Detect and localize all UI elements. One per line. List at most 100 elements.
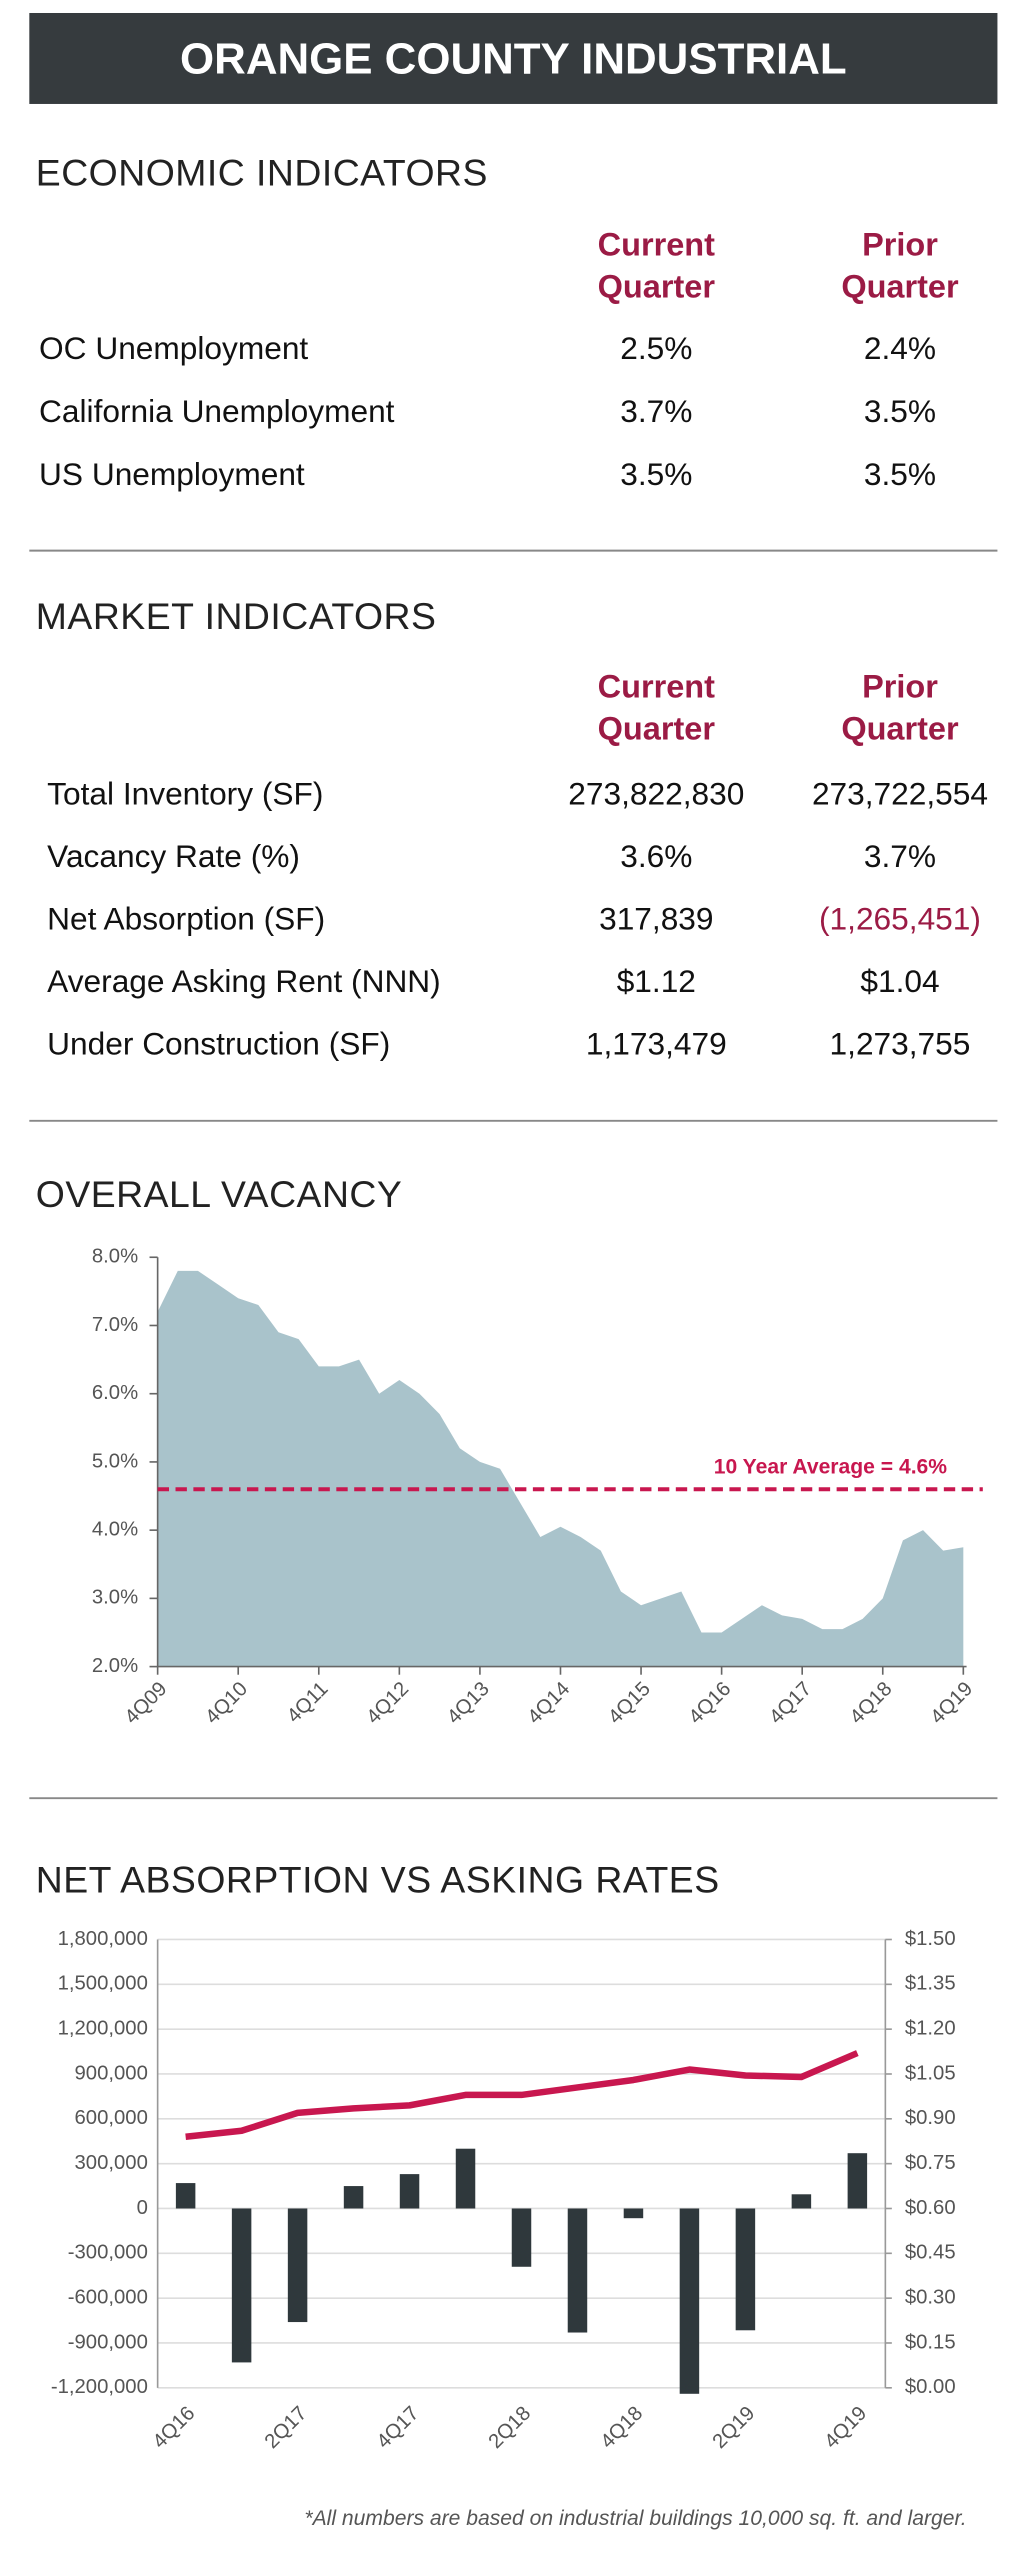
- bar: [287, 2208, 308, 2323]
- cell-value: 273,822,830: [568, 775, 744, 811]
- y-tick-label: 300,000: [75, 2152, 148, 2174]
- cell-value: 3.5%: [620, 456, 692, 492]
- x-tick-label: 4Q16: [149, 2402, 200, 2453]
- cell-value: 3.6%: [620, 838, 692, 874]
- y-tick-label: -300,000: [68, 2242, 148, 2264]
- bar: [511, 2208, 532, 2267]
- x-tick-label: 2Q19: [709, 2402, 760, 2453]
- cell-value: 3.5%: [864, 456, 936, 492]
- y-tick-label: 1,200,000: [58, 2018, 148, 2040]
- cell-value: 2.4%: [864, 330, 936, 366]
- y2-tick-label: $1.35: [905, 1973, 956, 1995]
- x-tick-label: 4Q15: [604, 1678, 655, 1729]
- cell-value: $1.04: [860, 963, 939, 999]
- row-label: Under Construction (SF): [47, 1025, 390, 1061]
- x-tick-label: 4Q17: [765, 1678, 816, 1729]
- cell-value: (1,265,451): [819, 900, 981, 936]
- cell-value: 1,273,755: [830, 1025, 971, 1061]
- y-tick-label: 1,500,000: [58, 1973, 148, 1995]
- y2-tick-label: $1.05: [905, 2062, 956, 2084]
- y-tick-label: 900,000: [75, 2062, 148, 2084]
- vacancy-area: [157, 1270, 964, 1667]
- cell-value: 3.7%: [620, 393, 692, 429]
- x-tick-label: 4Q11: [283, 1678, 333, 1728]
- cell-value: 1,173,479: [586, 1025, 727, 1061]
- bar: [847, 2153, 868, 2209]
- row-label: Net Absorption (SF): [47, 900, 325, 936]
- y2-tick-label: $0.75: [905, 2152, 956, 2174]
- y-tick-label: 0: [137, 2197, 148, 2219]
- x-tick-label: 4Q18: [846, 1678, 897, 1729]
- x-tick-label: 4Q17: [373, 2402, 424, 2453]
- footnote: *All numbers are based on industrial bui…: [304, 2507, 966, 2530]
- y-tick-label: 600,000: [75, 2107, 148, 2129]
- bar: [231, 2208, 252, 2363]
- y2-tick-label: $0.15: [905, 2331, 956, 2353]
- y2-tick-label: $0.30: [905, 2287, 956, 2309]
- x-tick-label: 4Q19: [926, 1678, 977, 1729]
- y2-tick-label: $1.20: [905, 2018, 956, 2040]
- y2-tick-label: $0.00: [905, 2376, 956, 2398]
- y-tick-label: 7.0%: [92, 1314, 138, 1336]
- bar: [399, 2174, 420, 2209]
- y-tick-label: 2.0%: [92, 1655, 138, 1677]
- x-tick-label: 4Q19: [821, 2402, 872, 2453]
- bar: [623, 2208, 644, 2219]
- cell-value: 273,722,554: [812, 775, 988, 811]
- bar: [567, 2208, 588, 2333]
- bar: [679, 2208, 700, 2394]
- section-title: MARKET INDICATORS: [36, 595, 437, 637]
- row-label: Average Asking Rent (NNN): [47, 963, 441, 999]
- x-tick-label: 4Q18: [597, 2402, 648, 2453]
- section-title: ECONOMIC INDICATORS: [36, 151, 488, 193]
- x-tick-label: 4Q12: [362, 1678, 413, 1729]
- row-label: OC Unemployment: [39, 330, 308, 366]
- cell-value: $1.12: [617, 963, 696, 999]
- rate-line: [185, 2050, 859, 2140]
- row-label: US Unemployment: [39, 456, 305, 492]
- cell-value: 2.5%: [620, 330, 692, 366]
- column-header: Quarter: [841, 269, 959, 305]
- bar: [455, 2148, 476, 2209]
- bar: [735, 2208, 756, 2331]
- y-tick-label: -1,200,000: [51, 2376, 148, 2398]
- y2-tick-label: $1.50: [905, 1928, 956, 1950]
- column-header: Current: [598, 226, 715, 262]
- cell-value: 3.7%: [864, 838, 936, 874]
- y-tick-label: 3.0%: [92, 1587, 138, 1609]
- cell-value: 317,839: [599, 900, 713, 936]
- section-title: NET ABSORPTION VS ASKING RATES: [36, 1859, 720, 1901]
- section-title: OVERALL VACANCY: [36, 1173, 403, 1215]
- y-tick-label: 1,800,000: [58, 1928, 148, 1950]
- row-label: Vacancy Rate (%): [47, 838, 300, 874]
- x-tick-label: 4Q14: [524, 1678, 575, 1729]
- column-header: Current: [598, 668, 715, 704]
- header-bar: [29, 12, 998, 104]
- y-tick-label: -600,000: [68, 2287, 148, 2309]
- y2-tick-label: $0.90: [905, 2107, 956, 2129]
- x-tick-label: 2Q18: [485, 2402, 536, 2453]
- y2-tick-label: $0.60: [905, 2197, 956, 2219]
- bar: [791, 2194, 812, 2209]
- x-tick-label: 4Q16: [685, 1678, 736, 1729]
- x-tick-label: 4Q13: [443, 1678, 494, 1729]
- row-label: California Unemployment: [39, 393, 395, 429]
- bar: [343, 2186, 364, 2209]
- y2-tick-label: $0.45: [905, 2242, 956, 2264]
- column-header: Quarter: [598, 711, 716, 747]
- y-tick-label: 8.0%: [92, 1246, 138, 1268]
- y-tick-label: -900,000: [68, 2331, 148, 2353]
- page-title: ORANGE COUNTY INDUSTRIAL: [180, 34, 847, 83]
- y-tick-label: 5.0%: [92, 1450, 138, 1472]
- column-header: Prior: [862, 668, 938, 704]
- y-tick-label: 6.0%: [92, 1382, 138, 1404]
- column-header: Quarter: [598, 269, 716, 305]
- column-header: Prior: [862, 226, 938, 262]
- bar: [175, 2183, 196, 2209]
- x-tick-label: 4Q10: [201, 1678, 252, 1729]
- cell-value: 3.5%: [864, 393, 936, 429]
- column-header: Quarter: [841, 711, 959, 747]
- average-label: 10 Year Average = 4.6%: [714, 1456, 948, 1479]
